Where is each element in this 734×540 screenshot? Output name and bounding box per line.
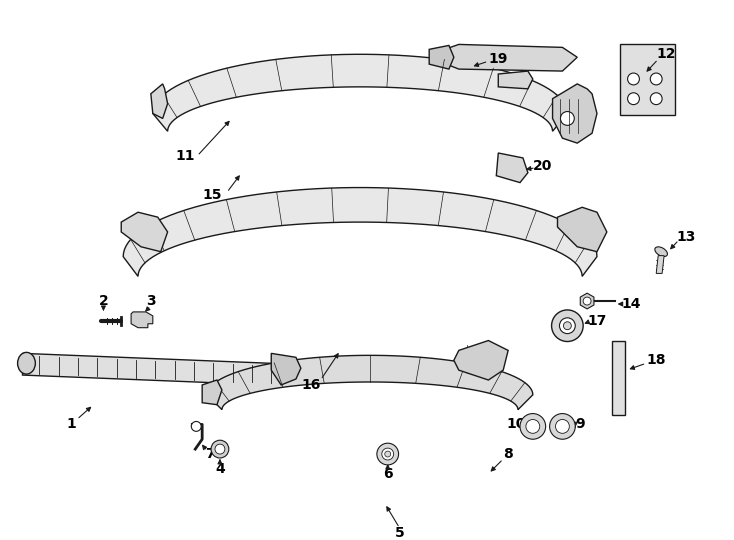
Polygon shape [151, 84, 167, 118]
Circle shape [556, 420, 570, 433]
Text: 17: 17 [587, 314, 607, 328]
Circle shape [382, 448, 393, 460]
Text: 1: 1 [66, 417, 76, 431]
Polygon shape [611, 341, 625, 415]
Text: 15: 15 [203, 188, 222, 202]
Text: 4: 4 [215, 462, 225, 476]
Polygon shape [496, 153, 528, 183]
Circle shape [211, 440, 229, 458]
Text: 12: 12 [656, 48, 676, 61]
Text: 19: 19 [489, 52, 508, 66]
Circle shape [526, 420, 539, 433]
Polygon shape [272, 353, 301, 385]
Polygon shape [429, 45, 454, 69]
Circle shape [385, 451, 390, 457]
Polygon shape [558, 207, 607, 252]
Polygon shape [553, 84, 597, 143]
Circle shape [559, 318, 575, 334]
Polygon shape [131, 312, 153, 328]
Polygon shape [498, 71, 533, 89]
Circle shape [520, 414, 545, 439]
Ellipse shape [18, 353, 35, 374]
Polygon shape [439, 44, 577, 71]
Text: 16: 16 [301, 378, 321, 392]
FancyBboxPatch shape [619, 44, 675, 116]
Text: 13: 13 [676, 230, 696, 244]
Polygon shape [153, 55, 567, 131]
Polygon shape [656, 255, 664, 273]
Circle shape [583, 297, 591, 305]
Text: 2: 2 [98, 294, 109, 308]
Polygon shape [23, 353, 286, 386]
Text: 5: 5 [395, 526, 404, 540]
Circle shape [628, 73, 639, 85]
Circle shape [215, 444, 225, 454]
Circle shape [650, 73, 662, 85]
Circle shape [192, 421, 201, 431]
Polygon shape [123, 187, 597, 276]
Text: 9: 9 [575, 417, 585, 431]
Text: 14: 14 [622, 297, 642, 311]
Polygon shape [202, 380, 222, 404]
Text: 7: 7 [206, 447, 215, 461]
Polygon shape [207, 355, 533, 410]
Text: 6: 6 [383, 467, 393, 481]
Circle shape [377, 443, 399, 465]
Circle shape [564, 322, 571, 330]
Text: 10: 10 [506, 417, 526, 431]
Text: 11: 11 [175, 149, 195, 163]
Text: 20: 20 [533, 159, 553, 173]
Text: 3: 3 [146, 294, 156, 308]
Circle shape [561, 112, 574, 125]
Circle shape [550, 414, 575, 439]
Polygon shape [454, 341, 508, 380]
Circle shape [650, 93, 662, 105]
Polygon shape [581, 293, 594, 309]
Text: 8: 8 [504, 447, 513, 461]
Ellipse shape [655, 247, 667, 256]
Circle shape [628, 93, 639, 105]
Text: 18: 18 [647, 353, 666, 367]
Polygon shape [121, 212, 167, 252]
Circle shape [551, 310, 583, 341]
